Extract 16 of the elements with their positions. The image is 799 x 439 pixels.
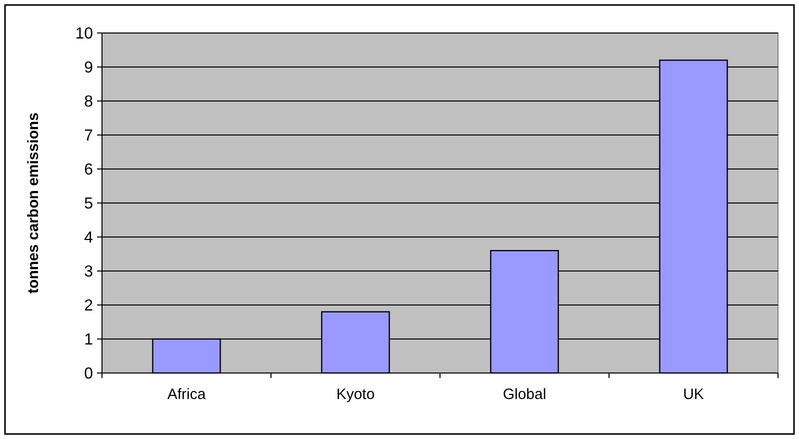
y-tick-label: 9 [84,60,94,77]
y-tick-label: 4 [84,230,94,247]
y-tick-label: 1 [84,332,94,349]
y-axis-title: tonnes carbon emissions [25,112,42,294]
x-tick-label: Africa [167,386,206,403]
y-tick-label: 5 [84,196,94,213]
y-tick-label: 8 [84,94,94,111]
x-tick-label: UK [683,386,704,403]
x-tick-label: Kyoto [336,386,375,403]
y-tick-label: 6 [84,162,94,179]
y-tick-label: 3 [84,264,94,281]
y-tick-label: 2 [84,298,94,315]
y-tick-label: 0 [84,366,94,383]
y-tick-label: 10 [75,26,94,43]
x-tick-label: Global [502,386,546,403]
y-tick-label: 7 [84,128,94,145]
